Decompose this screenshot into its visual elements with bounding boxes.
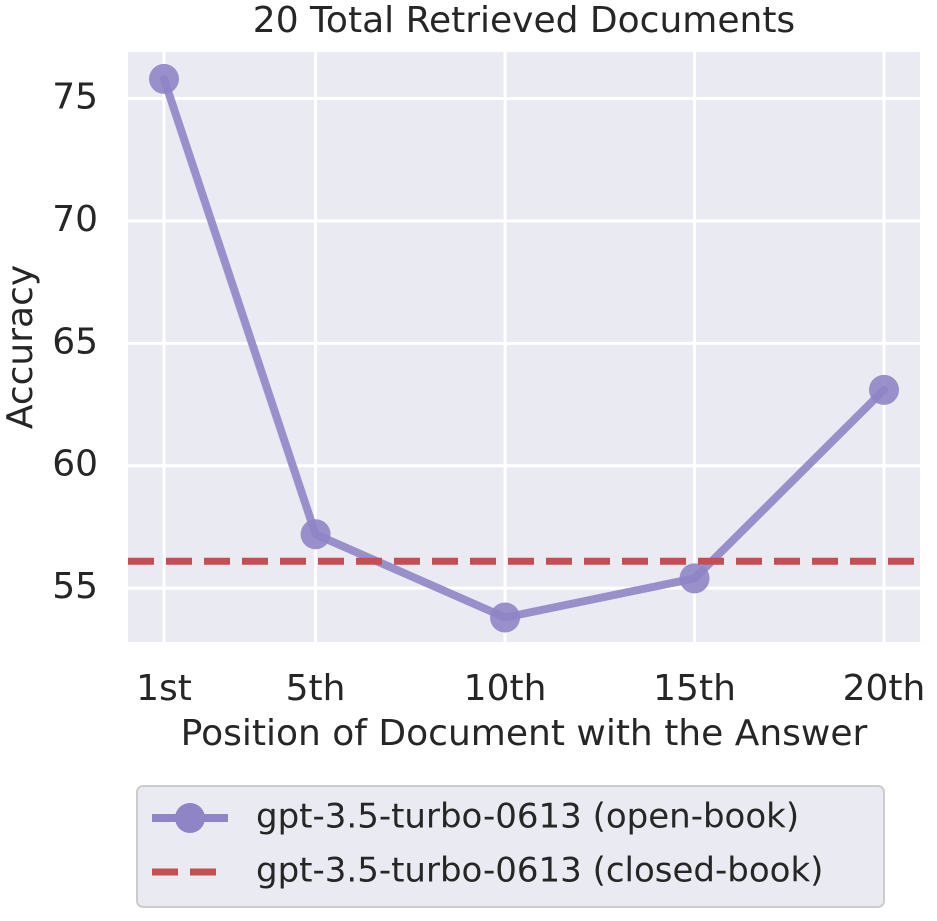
legend (136, 785, 885, 908)
y-tick-label: 65 (52, 321, 98, 362)
y-tick-label: 70 (52, 199, 98, 240)
x-axis-label: Position of Document with the Answer (181, 713, 868, 754)
data-point (300, 519, 331, 550)
plot-area (128, 52, 920, 642)
y-tick-label: 60 (52, 444, 98, 485)
grid (128, 52, 920, 642)
data-point (149, 63, 179, 94)
chart-title: 20 Total Retrieved Documents (253, 0, 795, 41)
y-tick-label: 55 (52, 566, 98, 607)
data-point (490, 602, 521, 633)
legend-label: gpt-3.5-turbo-0613 (closed-book) (256, 851, 823, 891)
legend-entries: gpt-3.5-turbo-0613 (open-book) gpt-3.5-tu… (152, 797, 823, 891)
x-tick-label: 20th (843, 668, 926, 709)
x-tick-label: 15th (653, 668, 736, 709)
x-tick-label: 5th (286, 668, 346, 709)
legend-label: gpt-3.5-turbo-0613 (open-book) (256, 797, 799, 837)
y-tick-label: 75 (52, 77, 98, 118)
x-tick-label: 10th (464, 668, 547, 709)
data-point (679, 563, 710, 594)
data-point (869, 374, 899, 405)
y-axis-label: Accuracy (0, 265, 41, 429)
legend-marker (175, 803, 205, 833)
x-tick-label: 1st (136, 668, 192, 709)
marks (128, 63, 920, 633)
